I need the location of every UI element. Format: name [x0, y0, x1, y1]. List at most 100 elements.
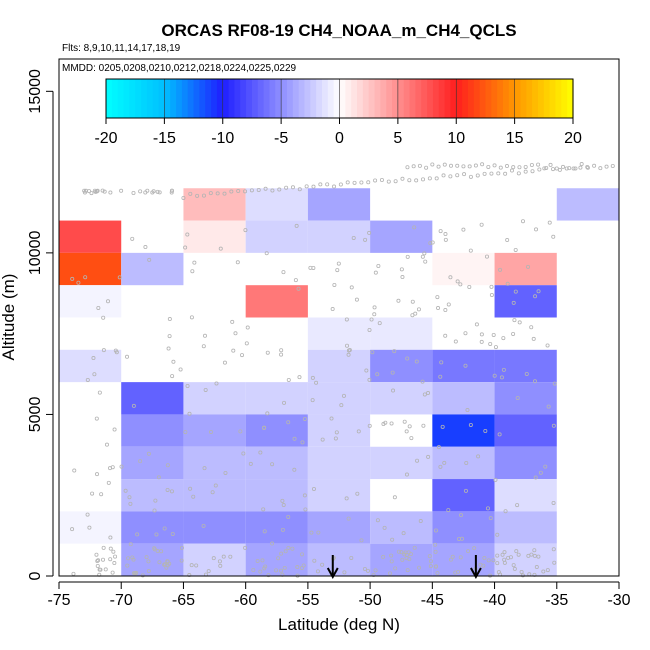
track-point	[126, 556, 131, 561]
track-point	[529, 163, 534, 168]
colorbar-segment	[526, 79, 533, 118]
colorbar-segment	[176, 79, 183, 118]
track-point	[113, 554, 118, 559]
heatmap-cell	[245, 446, 308, 480]
track-point	[91, 356, 96, 361]
track-point	[367, 328, 372, 333]
colorbar-label-box	[59, 59, 619, 73]
track-point	[371, 573, 376, 578]
track-point	[203, 387, 208, 392]
track-point	[351, 235, 356, 240]
track-point	[363, 237, 368, 242]
colorbar-segment	[368, 79, 376, 118]
x-axis: -75 -70 -65 -60 -55 -50 -45 -40 -35 -30	[47, 581, 631, 609]
track-point	[297, 375, 302, 380]
track-point	[112, 427, 117, 432]
track-point	[504, 164, 509, 169]
track-point	[345, 180, 350, 185]
track-point	[420, 254, 425, 259]
track-point	[281, 503, 286, 508]
track-point	[332, 282, 337, 287]
track-point	[484, 254, 489, 259]
track-point	[491, 332, 496, 337]
heatmap-cell	[121, 446, 184, 480]
track-point	[375, 518, 380, 523]
track-point	[152, 508, 157, 513]
track-point	[390, 537, 395, 542]
track-point	[545, 343, 550, 348]
track-point	[475, 173, 480, 178]
track-point	[579, 162, 584, 167]
track-point	[367, 230, 372, 235]
heatmap-cell	[121, 252, 184, 286]
track-point	[96, 558, 101, 563]
track-point	[492, 163, 497, 168]
track-point	[435, 295, 440, 300]
heatmap-cell	[121, 479, 184, 512]
track-point	[255, 558, 260, 563]
track-point	[402, 419, 407, 424]
heatmap-cell	[370, 382, 433, 415]
track-point	[491, 558, 496, 563]
track-point	[412, 545, 417, 550]
track-point	[71, 571, 76, 576]
colorbar-tick-label: -15	[153, 130, 176, 147]
heatmap-cell	[121, 382, 184, 415]
colorbar-segment	[351, 79, 358, 118]
heatmap-cell	[494, 252, 557, 286]
track-point	[98, 567, 103, 572]
colorbar-segment	[193, 79, 200, 118]
track-point	[373, 568, 378, 573]
track-point	[281, 270, 286, 275]
track-point	[221, 554, 226, 559]
track-point	[516, 552, 521, 557]
track-point	[499, 375, 504, 380]
track-point	[356, 429, 361, 434]
track-point	[282, 400, 287, 405]
track-point	[95, 472, 100, 477]
heatmap-cell	[59, 220, 122, 253]
track-point	[355, 491, 360, 496]
track-point	[520, 219, 525, 224]
track-point	[72, 468, 77, 473]
heatmap-cell	[307, 414, 371, 447]
colorbar-segment	[234, 79, 241, 118]
track-point	[412, 225, 417, 230]
track-point	[501, 336, 506, 341]
track-point	[427, 554, 432, 559]
track-point	[240, 353, 245, 358]
heatmap-cell	[556, 188, 619, 221]
track-point	[532, 379, 537, 384]
colorbar-segment	[304, 79, 311, 118]
track-point	[290, 546, 295, 551]
track-point	[554, 166, 559, 171]
track-point	[302, 416, 307, 421]
track-point	[526, 264, 531, 269]
track-point	[282, 565, 287, 570]
track-point	[185, 232, 190, 237]
track-point	[439, 360, 444, 365]
track-point	[338, 182, 343, 187]
track-point	[301, 563, 306, 568]
track-point	[473, 163, 478, 168]
track-point	[349, 555, 354, 560]
track-point	[417, 565, 422, 570]
track-point	[373, 270, 378, 275]
track-point	[359, 180, 364, 185]
heatmap-cell	[307, 479, 371, 512]
colorbar-segment	[141, 79, 148, 118]
heatmap-cell	[432, 349, 495, 383]
track-point	[202, 333, 207, 338]
track-point	[218, 563, 223, 568]
track-point	[178, 367, 183, 372]
track-point	[567, 166, 572, 171]
track-point	[464, 460, 469, 465]
track-point	[188, 486, 193, 491]
track-point	[396, 549, 401, 554]
track-point	[318, 182, 323, 187]
colorbar-segment	[462, 79, 469, 118]
track-point	[341, 393, 346, 398]
colorbar-tick-label: 20	[564, 130, 582, 147]
track-point	[498, 267, 503, 272]
colorbar-segment	[228, 79, 236, 118]
